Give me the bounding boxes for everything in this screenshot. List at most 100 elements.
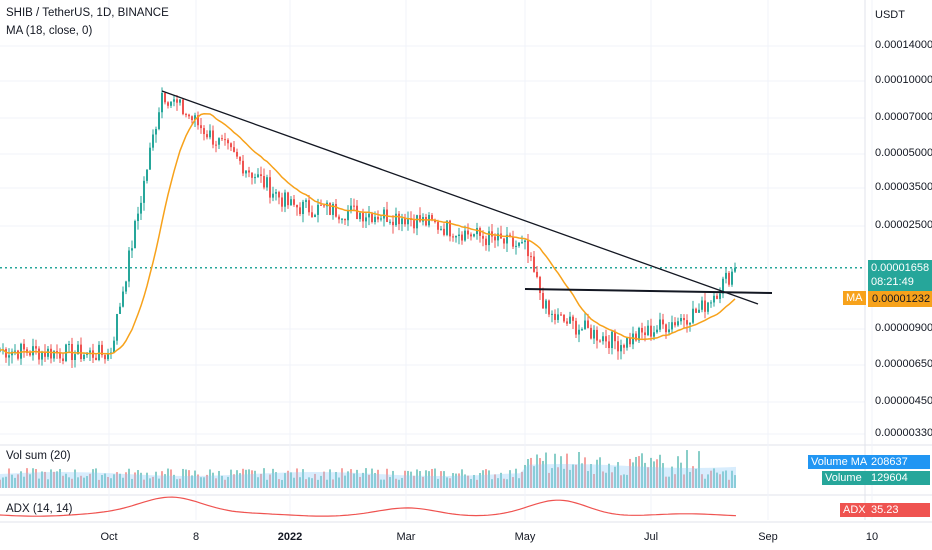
candle-body (311, 212, 313, 218)
currency-label: USDT (875, 9, 905, 21)
volume-ma-area (0, 464, 736, 488)
candle-body (239, 156, 241, 161)
volume-label: Volume (822, 471, 872, 485)
volume-ma-value: 208637 (868, 455, 930, 469)
candle-body (275, 192, 277, 194)
candle-body (725, 272, 727, 279)
candle-body (692, 308, 694, 323)
volume-bar (494, 474, 496, 488)
ma-tag-label: MA (843, 291, 866, 305)
volume-bar (473, 474, 475, 488)
candle-body (50, 348, 52, 359)
candle-body (308, 200, 310, 213)
volume-bar (197, 474, 199, 488)
volume-bar (8, 468, 10, 488)
volume-bar (68, 477, 70, 488)
candle-body (689, 322, 691, 325)
candle-body (671, 322, 673, 330)
volume-bar (95, 468, 97, 488)
volume-bar (311, 478, 313, 488)
candle-body (233, 147, 235, 152)
volume-bar (332, 479, 334, 488)
candle-body (323, 205, 325, 207)
volume-bar (575, 464, 577, 488)
candle-body (581, 329, 583, 331)
volume-bar (560, 456, 562, 488)
candle-body (473, 234, 475, 237)
volume-bar (710, 470, 712, 488)
descending-trendline (161, 90, 759, 305)
volume-bar (731, 470, 733, 488)
candle-body (698, 309, 700, 313)
candle-body (377, 216, 379, 220)
candle-body (401, 218, 403, 225)
volume-bar (158, 478, 160, 488)
volume-bar (518, 478, 520, 488)
volume-bar (350, 469, 352, 488)
candle-body (449, 220, 451, 237)
volume-bar (500, 472, 502, 488)
volume-bar (491, 479, 493, 488)
volume-bar (59, 469, 61, 488)
candle-body (128, 250, 130, 282)
volume-bar (191, 475, 193, 488)
candle-body (359, 212, 361, 220)
candle-body (686, 320, 688, 325)
volume-bar (266, 479, 268, 488)
candle-body (548, 300, 550, 315)
time-tick-label: 8 (192, 531, 200, 543)
volume-bar (323, 471, 325, 488)
candle-body (494, 236, 496, 241)
volume-bar (329, 469, 331, 488)
volume-bar (284, 473, 286, 488)
volume-bar (26, 468, 28, 488)
volume-bar (629, 458, 631, 488)
candle-body (380, 218, 382, 220)
candle-body (23, 343, 25, 350)
candle-body (38, 348, 40, 360)
volume-bar (722, 471, 724, 488)
volume-bar (122, 477, 124, 488)
volume-bar (542, 460, 544, 488)
price-tick-label: 0.00003500 (875, 181, 932, 193)
candle-body (425, 217, 427, 226)
volume-bar (98, 479, 100, 488)
volume-bar (146, 472, 148, 488)
candle-body (365, 217, 367, 222)
volume-bar (488, 470, 490, 488)
volume-bar (104, 473, 106, 488)
candle-body (209, 130, 211, 138)
volume-bar (56, 471, 58, 488)
volume-bar (437, 478, 439, 488)
volume-bar (200, 477, 202, 488)
volume-bar (521, 471, 523, 488)
candle-body (170, 101, 172, 106)
volume-bar (5, 476, 7, 488)
candle-body (104, 355, 106, 360)
volume-bar (173, 474, 175, 488)
volume-bar (617, 462, 619, 488)
volume-bar (371, 468, 373, 488)
candle-body (161, 92, 163, 113)
volume-bar (590, 464, 592, 488)
volume-bar (530, 457, 532, 488)
candle-body (464, 230, 466, 241)
volume-bar (260, 473, 262, 488)
volume-bar (53, 471, 55, 488)
volume-bar (287, 470, 289, 488)
volume-bar (644, 462, 646, 488)
candle-body (413, 219, 415, 229)
candle-body (416, 215, 418, 229)
volume-bar (20, 471, 22, 488)
candle-body (443, 228, 445, 235)
candle-body (173, 99, 175, 102)
volume-bar (611, 472, 613, 488)
candle-body (572, 316, 574, 321)
volume-bar (110, 478, 112, 488)
candle-body (335, 203, 337, 217)
candle-body (272, 193, 274, 198)
candle-body (176, 99, 178, 103)
candle-body (230, 143, 232, 148)
countdown-value: 08:21:49 (871, 276, 914, 288)
